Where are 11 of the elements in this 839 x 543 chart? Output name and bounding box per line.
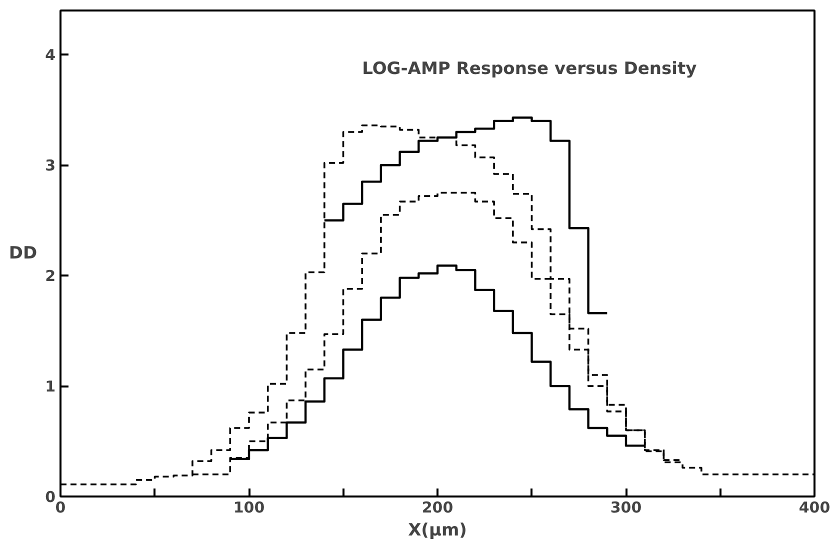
x-tick-label: 100	[233, 498, 265, 516]
x-axis-title: X(μm)	[408, 520, 467, 540]
x-tick-label: 400	[798, 498, 830, 516]
y-tick-label: 2	[45, 267, 56, 286]
y-tick-label: 3	[45, 156, 56, 175]
x-tick-label: 300	[610, 498, 642, 516]
text: LOG-AMP Response versus Density	[362, 58, 697, 79]
y-tick-label: 4	[45, 46, 56, 64]
x-tick-label: 200	[422, 498, 454, 516]
y-axis-title: DD	[8, 244, 38, 264]
y-tick-label: 1	[45, 378, 56, 396]
